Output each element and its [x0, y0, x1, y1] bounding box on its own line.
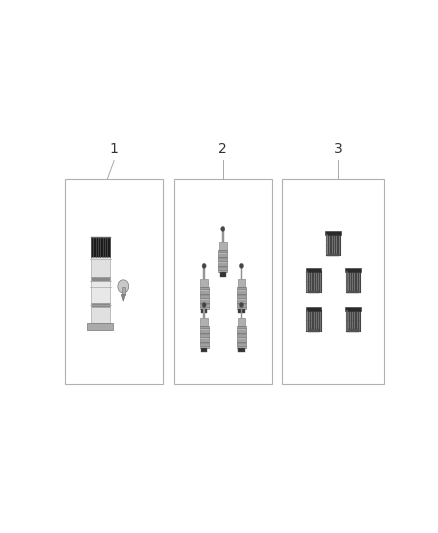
- Bar: [282, 179, 384, 384]
- Bar: [91, 281, 110, 303]
- Bar: [91, 237, 110, 257]
- Bar: [346, 310, 360, 330]
- Bar: [220, 272, 226, 277]
- Bar: [307, 329, 319, 333]
- Bar: [237, 328, 246, 330]
- Bar: [306, 268, 321, 272]
- Bar: [200, 318, 208, 326]
- Text: 3: 3: [334, 142, 343, 156]
- Bar: [87, 323, 113, 330]
- Bar: [219, 261, 227, 263]
- Bar: [237, 326, 246, 349]
- Bar: [201, 349, 207, 352]
- Text: 1: 1: [110, 142, 119, 156]
- Bar: [200, 342, 208, 344]
- Bar: [200, 346, 208, 349]
- Bar: [346, 271, 348, 292]
- Bar: [219, 270, 227, 272]
- Bar: [237, 333, 246, 335]
- Bar: [237, 303, 246, 305]
- Bar: [200, 303, 208, 305]
- Bar: [238, 318, 245, 326]
- Bar: [237, 298, 246, 301]
- Bar: [91, 308, 110, 323]
- Bar: [65, 179, 163, 384]
- Bar: [200, 289, 208, 292]
- Bar: [306, 271, 321, 292]
- Bar: [325, 231, 341, 235]
- Circle shape: [202, 263, 206, 268]
- Text: 2: 2: [219, 142, 227, 156]
- Bar: [237, 287, 246, 309]
- Bar: [306, 310, 308, 330]
- Bar: [238, 279, 245, 287]
- Bar: [237, 289, 246, 292]
- Bar: [91, 257, 110, 277]
- Bar: [237, 337, 246, 340]
- Bar: [347, 329, 359, 333]
- Bar: [200, 337, 208, 340]
- Bar: [307, 290, 319, 293]
- Bar: [219, 265, 227, 268]
- Bar: [200, 294, 208, 296]
- Bar: [122, 287, 125, 295]
- Bar: [203, 267, 205, 279]
- Bar: [200, 287, 208, 309]
- Circle shape: [118, 280, 129, 293]
- Bar: [346, 310, 348, 330]
- Circle shape: [202, 302, 206, 308]
- Circle shape: [221, 227, 225, 231]
- Bar: [326, 235, 328, 255]
- Bar: [240, 306, 242, 318]
- Bar: [345, 268, 360, 272]
- Bar: [345, 307, 360, 311]
- Bar: [346, 271, 360, 292]
- Bar: [200, 333, 208, 335]
- Bar: [238, 309, 244, 313]
- Bar: [306, 310, 321, 330]
- Bar: [200, 328, 208, 330]
- Bar: [200, 307, 208, 309]
- Bar: [222, 230, 224, 243]
- Bar: [237, 294, 246, 296]
- Bar: [240, 267, 242, 279]
- Bar: [200, 279, 208, 287]
- Circle shape: [240, 263, 244, 268]
- Bar: [327, 254, 339, 256]
- Bar: [237, 307, 246, 309]
- Bar: [306, 271, 308, 292]
- Circle shape: [240, 302, 244, 308]
- Bar: [91, 277, 110, 281]
- Bar: [173, 179, 272, 384]
- Bar: [237, 342, 246, 344]
- Bar: [306, 307, 321, 311]
- Bar: [200, 298, 208, 301]
- Bar: [201, 309, 207, 313]
- Bar: [91, 303, 110, 308]
- Bar: [219, 252, 227, 254]
- Bar: [203, 306, 205, 318]
- Bar: [219, 257, 227, 259]
- Polygon shape: [121, 295, 125, 301]
- Bar: [237, 346, 246, 349]
- Bar: [219, 250, 227, 272]
- Bar: [326, 235, 340, 255]
- Bar: [219, 243, 226, 250]
- Bar: [238, 349, 244, 352]
- Bar: [200, 326, 208, 349]
- Bar: [347, 290, 359, 293]
